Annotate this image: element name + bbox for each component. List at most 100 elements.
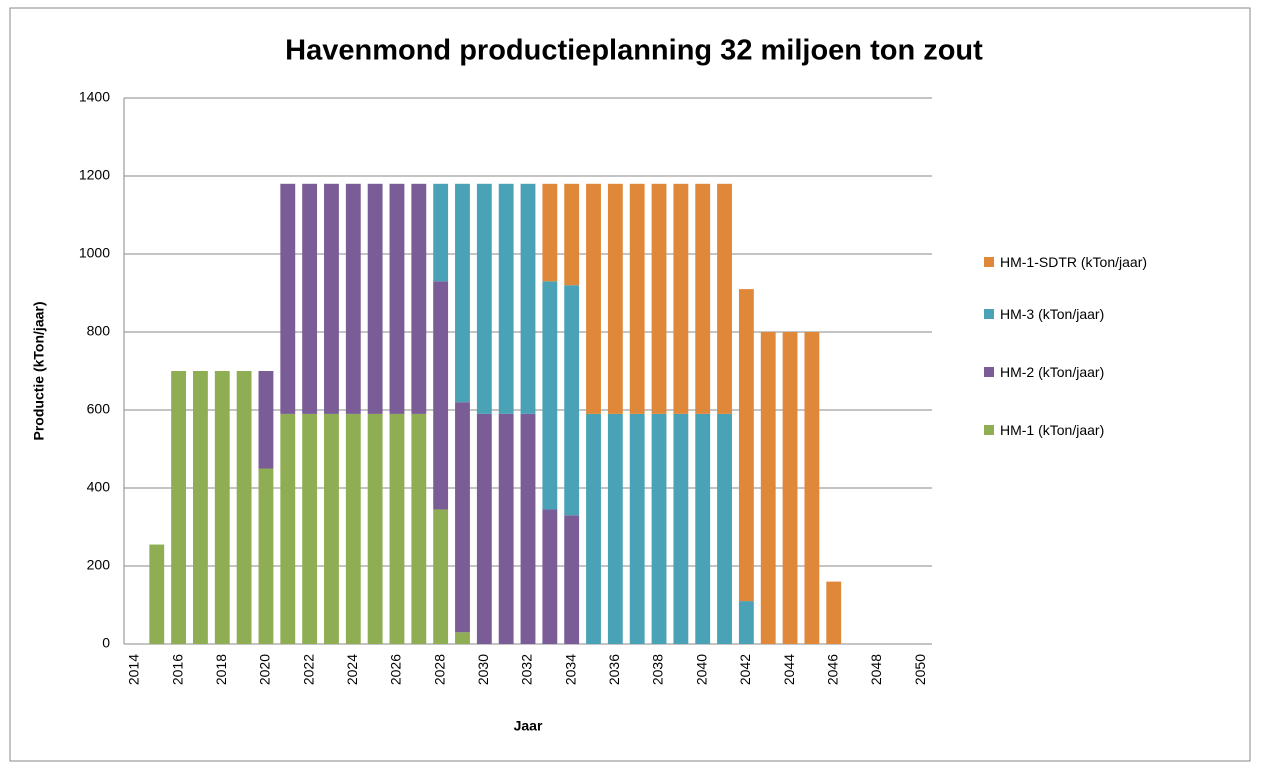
bar [214, 371, 230, 644]
bar [236, 371, 252, 644]
bar [367, 183, 383, 414]
x-tick-label: 2040 [693, 654, 709, 685]
legend-item: HM-3 (kTon/jaar) [1000, 306, 1105, 322]
bar [695, 183, 711, 414]
bar [433, 281, 449, 510]
legend-swatch [984, 367, 994, 377]
x-tick-label: 2024 [344, 654, 360, 685]
bar [586, 413, 601, 644]
bar [193, 371, 208, 644]
bar [149, 544, 165, 644]
y-tick-label: 1400 [79, 89, 110, 105]
bar [498, 413, 514, 644]
bar [476, 183, 492, 414]
x-tick-label: 2036 [606, 654, 622, 685]
bar [520, 413, 536, 644]
bar [433, 509, 449, 644]
bar [455, 183, 470, 403]
bar [804, 332, 820, 644]
bar [760, 332, 776, 644]
y-tick-label: 400 [87, 479, 111, 495]
legend-label: HM-3 (kTon/jaar) [1000, 306, 1105, 322]
x-tick-label: 2048 [868, 654, 884, 685]
x-tick-label: 2016 [169, 654, 185, 685]
bar [738, 289, 754, 602]
legend-swatch [984, 425, 994, 435]
chart-title: Havenmond productieplanning 32 miljoen t… [285, 35, 983, 67]
x-tick-label: 2026 [388, 654, 404, 685]
bar [258, 468, 274, 644]
bar [651, 183, 667, 414]
bar [498, 183, 514, 414]
bar [717, 413, 732, 644]
bar [324, 413, 339, 644]
bar [455, 632, 470, 644]
bar [782, 332, 798, 644]
x-tick-label: 2044 [781, 654, 797, 685]
legend-label: HM-1 (kTon/jaar) [1000, 422, 1105, 438]
bar [280, 413, 296, 644]
bar [520, 183, 536, 414]
legend-item: HM-2 (kTon/jaar) [1000, 364, 1104, 380]
bar [673, 413, 689, 644]
bar [411, 183, 427, 414]
x-tick-label: 2046 [824, 654, 840, 685]
y-tick-label: 200 [87, 557, 111, 573]
x-tick-label: 2030 [475, 654, 491, 685]
bar [389, 413, 405, 644]
x-tick-label: 2018 [213, 654, 229, 685]
bar [629, 183, 645, 414]
bar [280, 183, 296, 414]
bar [171, 371, 187, 644]
bar [738, 601, 754, 644]
bar [564, 183, 580, 286]
bar [629, 413, 645, 644]
bar [542, 183, 558, 282]
bar [345, 183, 361, 414]
bar [586, 183, 601, 414]
bar [367, 413, 383, 644]
bar [324, 183, 339, 414]
bar [389, 183, 405, 414]
legend-swatch [984, 309, 994, 319]
y-tick-label: 800 [87, 323, 111, 339]
y-tick-label: 600 [87, 401, 111, 417]
bar [717, 183, 732, 414]
bar [455, 402, 470, 633]
x-tick-label: 2034 [562, 654, 578, 685]
legend-item: HM-1 (kTon/jaar) [1000, 422, 1105, 438]
y-tick-label: 1000 [79, 245, 110, 261]
x-axis-label: Jaar [514, 718, 543, 734]
bar [607, 413, 623, 644]
bar [607, 183, 623, 414]
x-tick-label: 2050 [912, 654, 928, 685]
bar [302, 413, 318, 644]
legend-item: HM-1-SDTR (kTon/jaar) [1000, 254, 1148, 270]
x-tick-label: 2042 [737, 654, 753, 685]
x-tick-label: 2014 [126, 654, 142, 685]
x-tick-label: 2022 [300, 654, 316, 685]
bar [345, 413, 361, 644]
y-tick-label: 0 [102, 635, 110, 651]
bar [564, 285, 580, 516]
legend-swatch [984, 257, 994, 267]
x-tick-label: 2038 [650, 654, 666, 685]
bar [826, 581, 842, 644]
x-tick-label: 2028 [431, 654, 447, 685]
y-axis-label: Productie (kTon/jaar) [31, 302, 47, 441]
bar [411, 413, 427, 644]
bar [695, 413, 711, 644]
bar [433, 183, 449, 282]
bar [564, 515, 580, 644]
bar [542, 509, 558, 644]
x-tick-label: 2020 [257, 654, 273, 685]
x-tick-label: 2032 [519, 654, 535, 685]
bar [476, 413, 492, 644]
legend-label: HM-1-SDTR (kTon/jaar) [1000, 254, 1148, 270]
bar [651, 413, 667, 644]
bar [673, 183, 689, 414]
bar [542, 281, 558, 510]
bar [258, 371, 274, 469]
bar [302, 183, 318, 414]
